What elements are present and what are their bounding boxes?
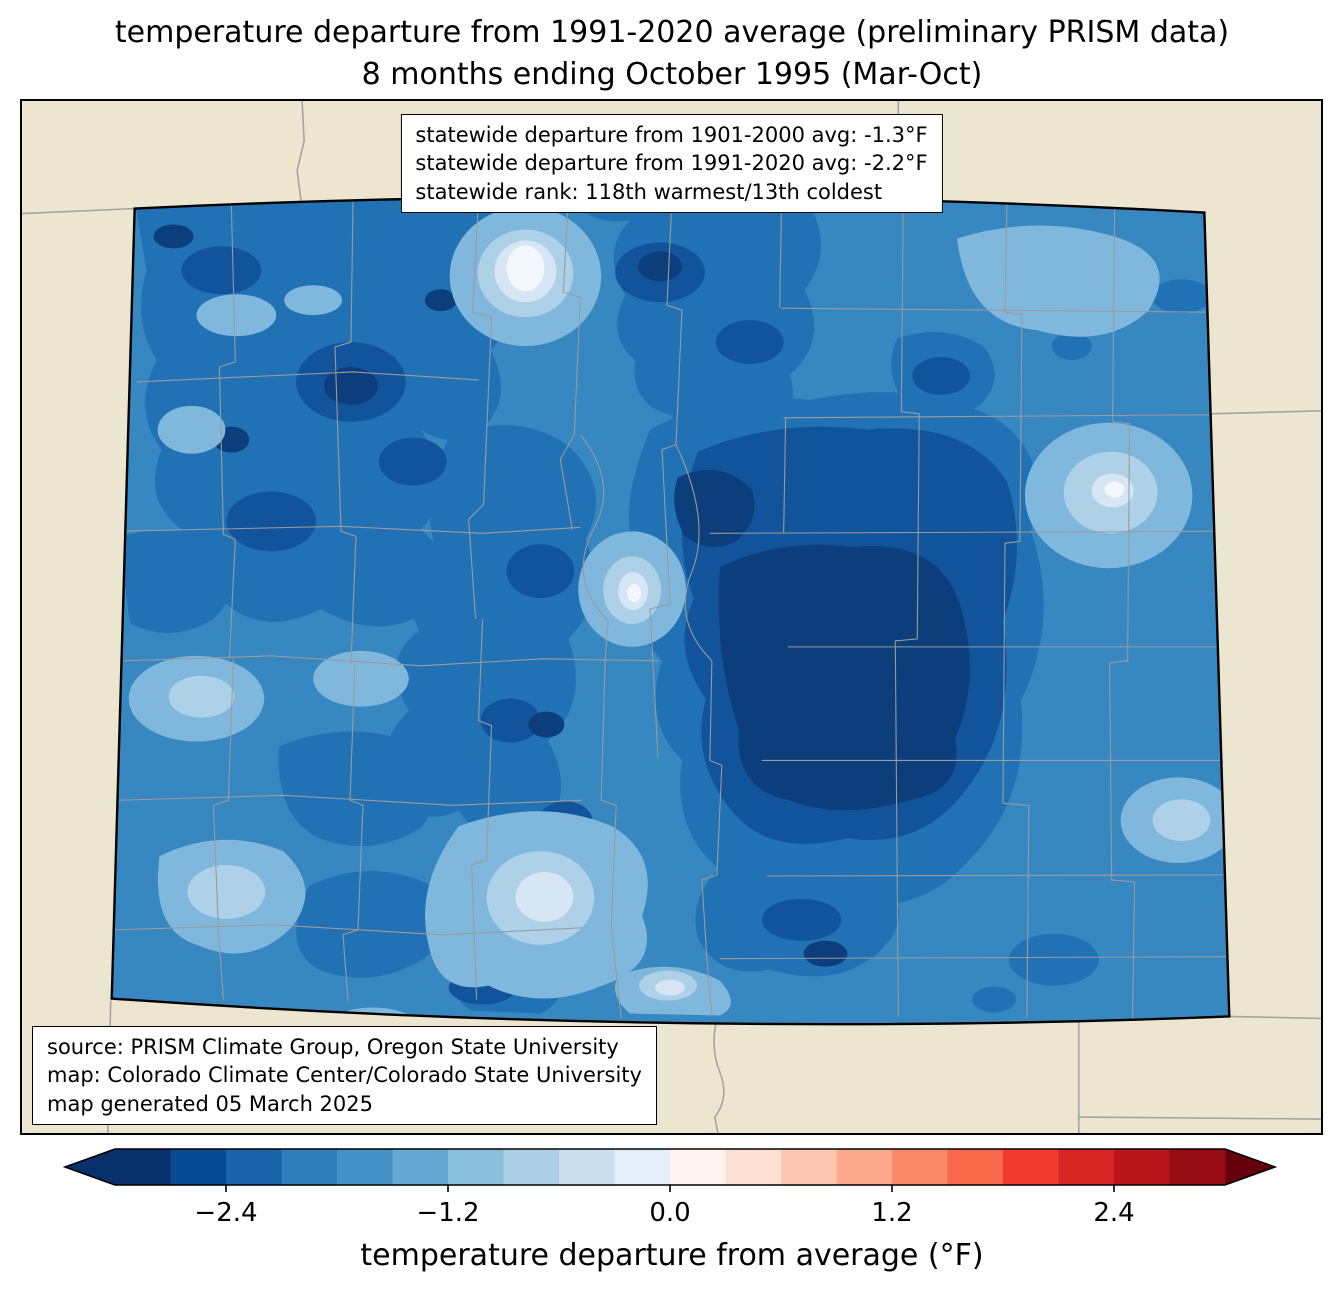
colorbar-svg [62,1148,1278,1192]
contour-level-dark3 [153,224,970,967]
map-credit-line: map: Colorado Climate Center/Colorado St… [47,1063,642,1088]
colorbar-right-extend-arrow [1225,1149,1275,1185]
colorbar [40,1145,1300,1193]
cb-tick-label: −1.2 [416,1198,480,1228]
cb-tick-label: −2.4 [194,1198,258,1228]
colorbar-axis-label: temperature departure from average (°F) [360,1238,984,1273]
cb-tick-label: 1.2 [871,1198,913,1228]
colorbar-tick-labels: −2.4 −1.2 0.0 1.2 2.4 [40,1198,1300,1230]
map-title: temperature departure from 1991-2020 ave… [0,12,1344,96]
generated-date-line: map generated 05 March 2025 [47,1091,374,1116]
map-frame: statewide departure from 1901-2000 avg: … [20,99,1323,1135]
map-title-line2: 8 months ending October 1995 (Mar-Oct) [361,57,983,92]
source-line: source: PRISM Climate Group, Oregon Stat… [47,1034,619,1059]
contour-level-white [506,245,1125,603]
colorbar-outline [62,1148,1278,1186]
county-boundary-lines [113,196,1228,1019]
cb-tick-label: 2.4 [1093,1198,1135,1228]
source-box: source: PRISM Climate Group, Oregon Stat… [32,1025,657,1125]
colorbar-left-extend-arrow [65,1149,115,1185]
cb-tick-label: 0.0 [649,1198,691,1228]
colorado-departure-map [22,101,1321,1133]
stats-line-1901-2000: statewide departure from 1901-2000 avg: … [415,123,928,147]
map-title-line1: temperature departure from 1991-2020 ave… [114,15,1230,50]
stats-box: statewide departure from 1901-2000 avg: … [400,114,943,214]
stats-line-1991-2020: statewide departure from 1991-2020 avg: … [415,151,928,176]
contour-level-light2 [168,229,1211,1001]
stats-line-rank: statewide rank: 118th warmest/13th colde… [415,179,883,204]
